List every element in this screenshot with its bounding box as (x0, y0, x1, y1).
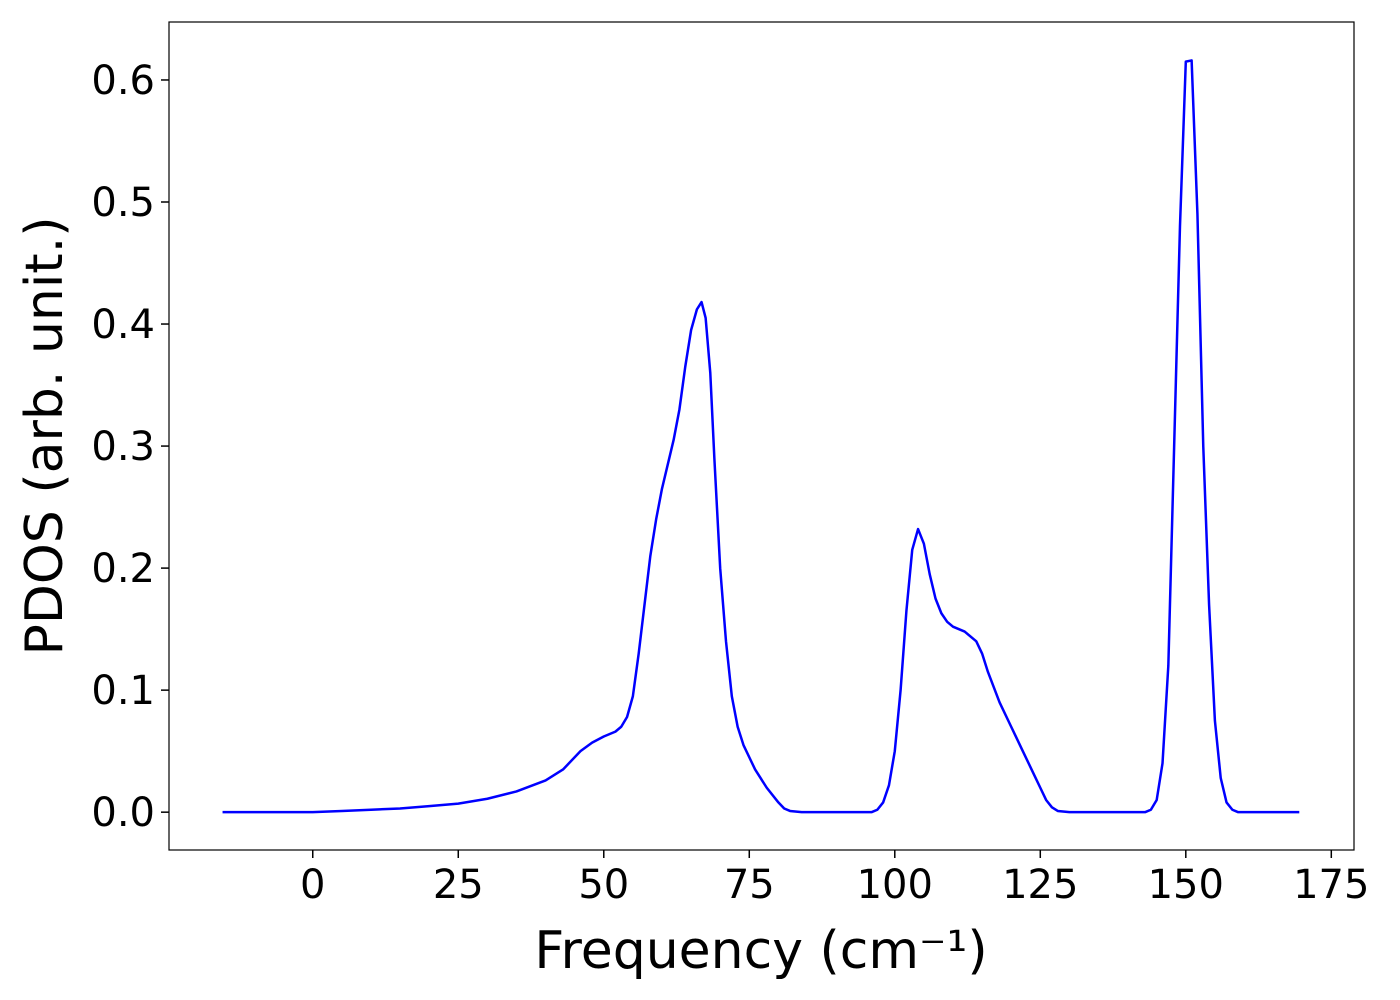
y-axis-label: PDOS (arb. unit.) (15, 216, 75, 655)
x-tick-label: 50 (578, 862, 629, 908)
y-tick-label: 0.2 (91, 546, 155, 592)
data-line (222, 59, 1300, 814)
x-tick-label: 100 (857, 862, 933, 908)
y-tick-label: 0.4 (91, 302, 155, 348)
y-tick-label: 0.6 (91, 58, 155, 104)
plot-frame (168, 21, 1355, 851)
y-tick-label: 0.3 (91, 424, 155, 470)
x-tick-label: 25 (433, 862, 484, 908)
y-tick-label: 0.5 (91, 180, 155, 226)
x-tick-label: 150 (1148, 862, 1224, 908)
y-tick-label: 0.1 (91, 668, 155, 714)
x-tick-label: 75 (724, 862, 775, 908)
x-tick-label: 125 (1002, 862, 1078, 908)
x-tick-label: 175 (1293, 862, 1369, 908)
x-axis-label: Frequency (cm⁻¹) (534, 921, 987, 981)
y-tick-label: 0.0 (91, 790, 155, 836)
x-tick-label: 0 (300, 862, 325, 908)
